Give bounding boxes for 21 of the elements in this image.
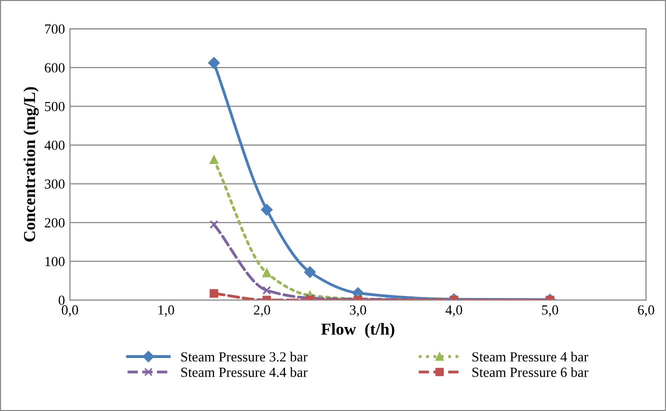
x-tick-label: 1,0	[158, 305, 174, 317]
legend-label: Steam Pressure 6 bar	[472, 367, 588, 378]
x-tick-label: 4,0	[446, 305, 462, 317]
x-tick-label: 6,0	[638, 305, 654, 317]
x-tick-label: 2,0	[254, 305, 270, 317]
legend-label: Steam Pressure 4.4 bar	[181, 367, 308, 378]
y-tick-label: 500	[45, 102, 65, 112]
x-tick-label: 5,0	[542, 305, 558, 317]
y-axis-title: Concentration (mg/L)	[23, 87, 39, 242]
y-tick-label: 400	[44, 140, 65, 150]
y-tick-label: 700	[45, 24, 65, 34]
y-tick-label: 600	[44, 63, 65, 72]
legend-label: Steam Pressure 3.2 bar	[181, 352, 308, 362]
x-axis-title: Flow (t/h)	[321, 323, 394, 338]
y-tick-label: 0	[58, 296, 65, 305]
x-tick-label: 3,0	[350, 305, 366, 317]
y-tick-label: 300	[44, 179, 65, 189]
legend-label: Steam Pressure 4 bar	[472, 352, 588, 362]
y-tick-label: 100	[45, 256, 65, 266]
x-tick-label: 0,0	[62, 305, 78, 317]
y-tick-label: 200	[44, 218, 65, 228]
